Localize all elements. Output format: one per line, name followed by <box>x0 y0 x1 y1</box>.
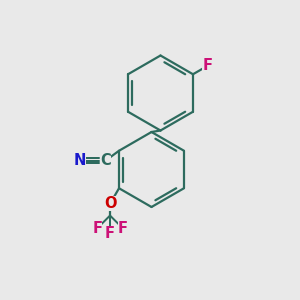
Text: N: N <box>74 153 86 168</box>
Text: F: F <box>202 58 212 74</box>
Text: C: C <box>100 153 111 168</box>
Text: F: F <box>105 226 115 241</box>
Text: F: F <box>92 221 102 236</box>
Text: F: F <box>118 221 128 236</box>
Text: O: O <box>104 196 116 211</box>
